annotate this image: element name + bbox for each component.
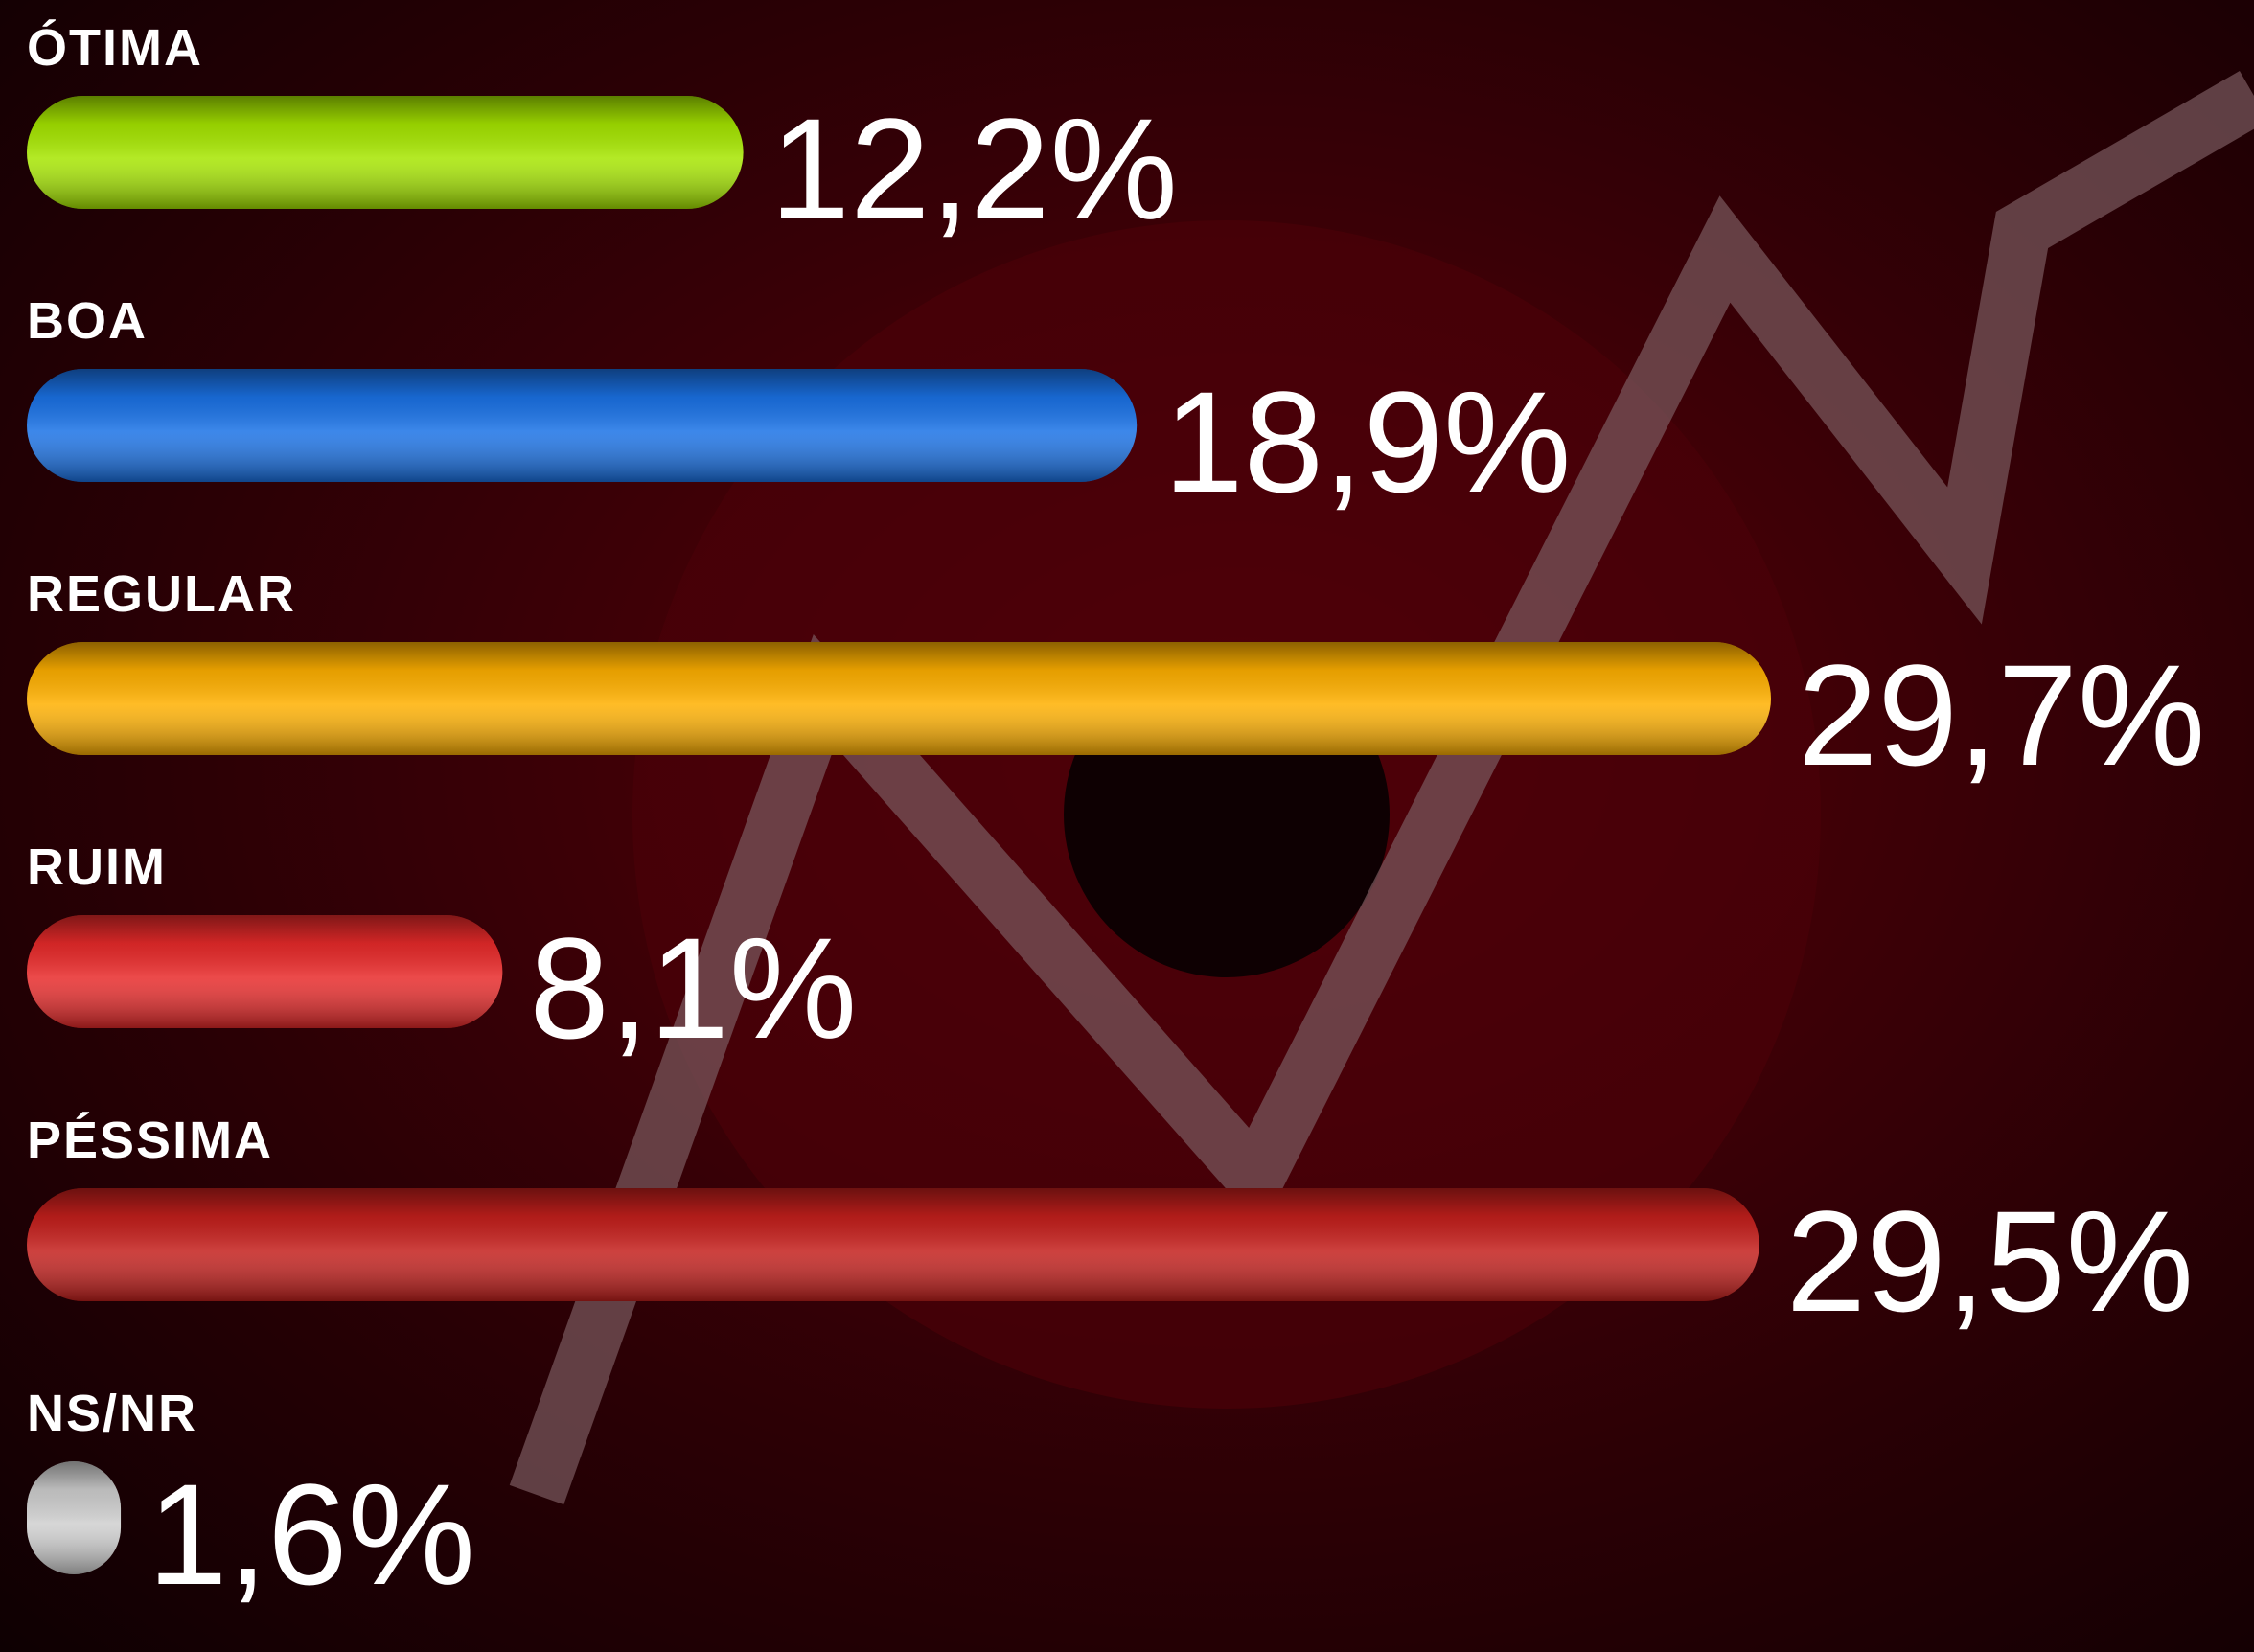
category-label: PÉSSIMA — [27, 1112, 273, 1169]
category-label: RUIM — [27, 838, 167, 896]
value-label: 29,5% — [1786, 1181, 2194, 1342]
value-label: 8,1% — [529, 907, 857, 1068]
bar-shine — [27, 1188, 1760, 1301]
category-label: NS/NR — [27, 1385, 197, 1442]
value-label: 18,9% — [1163, 361, 1571, 522]
category-label: ÓTIMA — [27, 19, 203, 77]
bar-shine — [27, 1461, 121, 1574]
category-label: REGULAR — [27, 565, 296, 623]
value-label: 12,2% — [770, 88, 1178, 249]
value-label: 1,6% — [148, 1454, 475, 1615]
bar-shine — [27, 96, 744, 209]
category-label: BOA — [27, 292, 148, 350]
bar-shine — [27, 369, 1137, 482]
bar-shine — [27, 642, 1771, 755]
value-label: 29,7% — [1798, 634, 2205, 795]
chart: ÓTIMA 12,2% BOA 18,9% REGULAR 29,7% RUIM 8,1% PÉ… — [0, 0, 2254, 1652]
bar-shine — [27, 915, 502, 1028]
